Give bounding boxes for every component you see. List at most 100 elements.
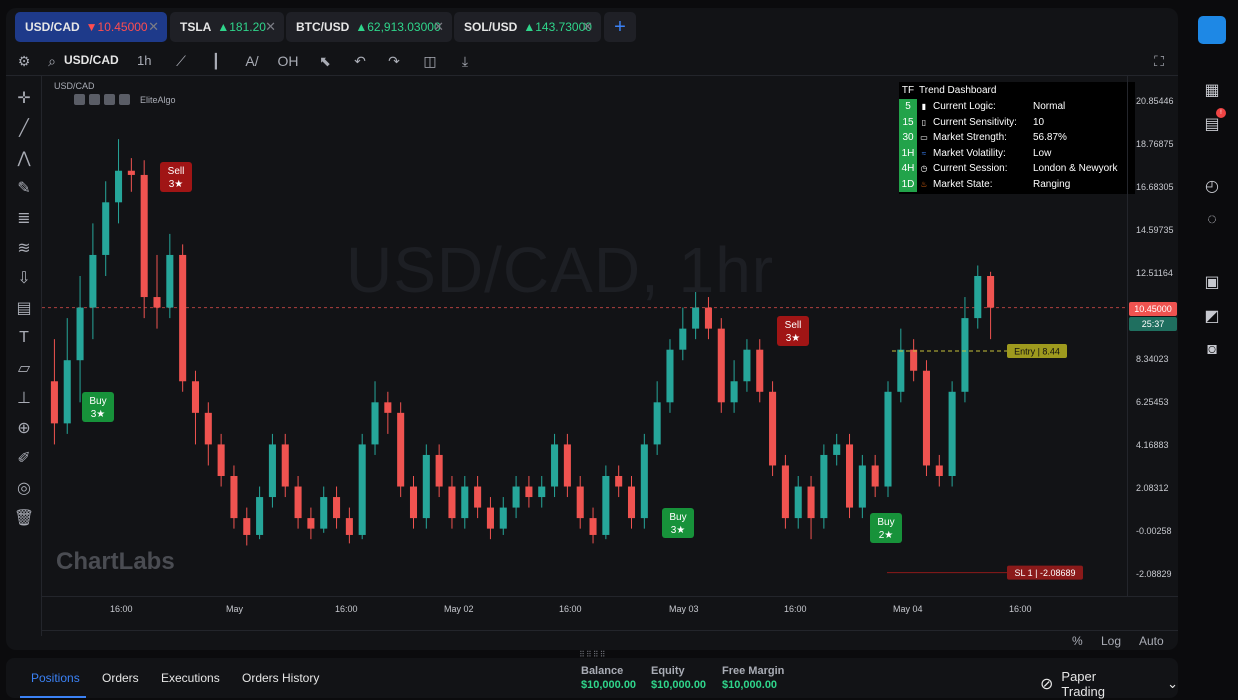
price-axis[interactable]: 20.85446 18.76875 16.68305 14.59735 12.5… — [1127, 76, 1178, 596]
dashboard-value: Low — [1033, 147, 1052, 159]
brand-logo: ChartLabs — [56, 548, 175, 575]
candle-body — [884, 391, 892, 487]
watchlist-icon[interactable]: ▦ — [1204, 82, 1220, 99]
camera-icon[interactable]: ◫ — [423, 52, 437, 69]
tab-executions[interactable]: Executions — [161, 671, 220, 685]
candle-body — [474, 486, 482, 508]
forecast-icon[interactable]: ▤ — [16, 300, 32, 317]
text-icon[interactable]: T — [19, 329, 29, 346]
percent-scale-button[interactable]: % — [1072, 634, 1083, 648]
brush-icon[interactable]: ✎ — [17, 180, 31, 197]
fib-icon[interactable]: ≣ — [17, 210, 31, 227]
candle-body — [230, 476, 238, 519]
redo-icon[interactable]: ↷ — [388, 52, 400, 69]
close-icon[interactable]: ✕ — [582, 19, 593, 34]
tab-sol-usd[interactable]: SOL/USD ▲143.73000 ✕ — [454, 12, 601, 42]
layout-toggle-button[interactable] — [1198, 16, 1226, 44]
log-scale-button[interactable]: Log — [1101, 634, 1122, 648]
chip-icon: ▮ — [921, 102, 927, 112]
dashboard-label: Market Strength: — [933, 132, 1007, 144]
close-icon[interactable]: ✕ — [148, 19, 159, 34]
undo-icon[interactable]: ↶ — [354, 52, 366, 69]
indicator-legend[interactable]: EliteAlgo — [74, 94, 176, 105]
equity-value: $10,000.00 — [651, 679, 707, 691]
signal-stars: 2★ — [879, 530, 894, 541]
trendline-icon[interactable]: ╱ — [19, 120, 29, 137]
dashboard-header: TF Trend Dashboard — [899, 83, 1135, 99]
fullscreen-icon[interactable]: ⛶ — [1154, 52, 1164, 69]
settings-gear-icon[interactable]: ⚙ — [17, 52, 31, 69]
dashboard-label: Market Volatility: — [933, 147, 1006, 159]
screenshot-icon[interactable]: ◙ — [1207, 341, 1217, 358]
pattern-icon[interactable]: ⋀ — [17, 150, 31, 167]
signal-stars: 3★ — [671, 525, 686, 536]
symbol-search-input[interactable]: USD/CAD — [64, 53, 119, 67]
ohlc-icon[interactable]: OH — [277, 53, 299, 69]
download-icon[interactable]: ⤓ — [461, 52, 469, 69]
performance-icon[interactable]: ◩ — [1204, 308, 1220, 325]
price-tick: 4.16883 — [1136, 440, 1169, 450]
tab-symbol: TSLA — [180, 20, 212, 34]
pencil-icon[interactable]: ✐ — [17, 450, 31, 467]
add-tab-button[interactable]: + — [604, 12, 636, 42]
candle-body — [538, 486, 546, 498]
price-tick: 2.08312 — [1136, 483, 1169, 493]
signal-label: Sell — [785, 320, 802, 331]
candle-body — [845, 444, 854, 508]
time-label: May 04 — [893, 604, 923, 614]
tab-tsla[interactable]: TSLA ▲181.20 ✕ — [170, 12, 284, 42]
tab-orders-history[interactable]: Orders History — [242, 671, 320, 685]
trading-mode-selector[interactable]: ⊘ Paper Trading ⌄ — [1040, 669, 1178, 699]
remove-icon[interactable] — [119, 94, 130, 105]
alerts-bell-icon[interactable]: ◌ — [1207, 211, 1217, 228]
ruler-icon[interactable]: ▱ — [17, 360, 31, 377]
trash-icon[interactable]: 🗑 — [13, 510, 35, 527]
measure-icon[interactable]: ⊥ — [17, 390, 31, 407]
indicator-name: EliteAlgo — [140, 94, 176, 105]
candle-body — [243, 518, 251, 535]
compare-icon[interactable]: A/ — [245, 53, 259, 69]
visibility-icon[interactable] — [74, 94, 85, 105]
interval-selector[interactable]: 1h — [137, 53, 152, 68]
crosshair-icon[interactable]: ✛ — [17, 90, 31, 107]
auto-scale-button[interactable]: Auto — [1139, 634, 1164, 648]
stop-loss-label: SL 1 | -2.08689 — [1014, 568, 1075, 578]
eye-off-icon[interactable]: ◎ — [17, 480, 31, 497]
cursor-icon[interactable]: ⬉ — [319, 52, 331, 69]
price-tick: 18.76875 — [1136, 139, 1174, 149]
time-axis[interactable]: 16:00 May 16:00 May 02 16:00 May 03 16:0… — [42, 596, 1178, 620]
tab-usd-cad[interactable]: USD/CAD ▼10.45000 ✕ — [15, 12, 167, 42]
close-icon[interactable]: ✕ — [265, 19, 276, 34]
zoom-in-icon[interactable]: ⊕ — [17, 420, 31, 437]
scale-bar: % Log Auto — [42, 630, 1178, 650]
candle-type-icon[interactable]: ┃ — [211, 52, 221, 69]
dashboard-row: 4H ◷ Current Session: London & Newyork — [899, 161, 1135, 177]
tab-price: ▲62,913.03000 — [355, 20, 441, 34]
chart-icon[interactable]: ◴ — [1205, 178, 1219, 195]
dashboard-tf: 15 — [899, 114, 917, 130]
chart-canvas[interactable]: Entry | 8.44 SL 1 | -2.08689 Sell 3★ Buy 3★ Bu… — [42, 76, 1127, 596]
candle-body — [217, 444, 225, 476]
entry-label: Entry | 8.44 — [1014, 346, 1060, 356]
panel-resize-handle[interactable]: ⠿⠿⠿⠿ — [579, 650, 607, 659]
time-label: 16:00 — [335, 604, 358, 614]
dashboard-row: 30 ▭ Market Strength: 56.87% — [899, 130, 1135, 146]
signal-label: Buy — [669, 512, 686, 523]
candle-body — [974, 276, 982, 319]
price-tick: 14.59735 — [1136, 225, 1174, 235]
tab-orders[interactable]: Orders — [102, 671, 139, 685]
search-icon[interactable]: ⌕ — [48, 52, 56, 69]
channel-icon[interactable]: ≋ — [17, 240, 31, 257]
price-chart[interactable]: Entry | 8.44 SL 1 | -2.08689 Sell 3★ Buy 3★ Bu… — [42, 76, 1127, 596]
news-icon[interactable]: ▣ — [1204, 274, 1220, 291]
tab-btc-usd[interactable]: BTC/USD ▲62,913.03000 ✕ — [286, 12, 452, 42]
indicators-icon[interactable]: ⟋ — [176, 52, 186, 69]
close-icon[interactable]: ✕ — [433, 19, 444, 34]
gear-icon[interactable] — [104, 94, 115, 105]
tab-positions[interactable]: Positions — [31, 671, 80, 685]
settings-icon[interactable] — [89, 94, 100, 105]
signal-stars: 3★ — [91, 409, 106, 420]
calendar-icon[interactable]: ▤ — [1204, 116, 1220, 133]
candle-body — [563, 444, 571, 487]
arrow-down-icon[interactable]: ⇩ — [17, 270, 31, 287]
